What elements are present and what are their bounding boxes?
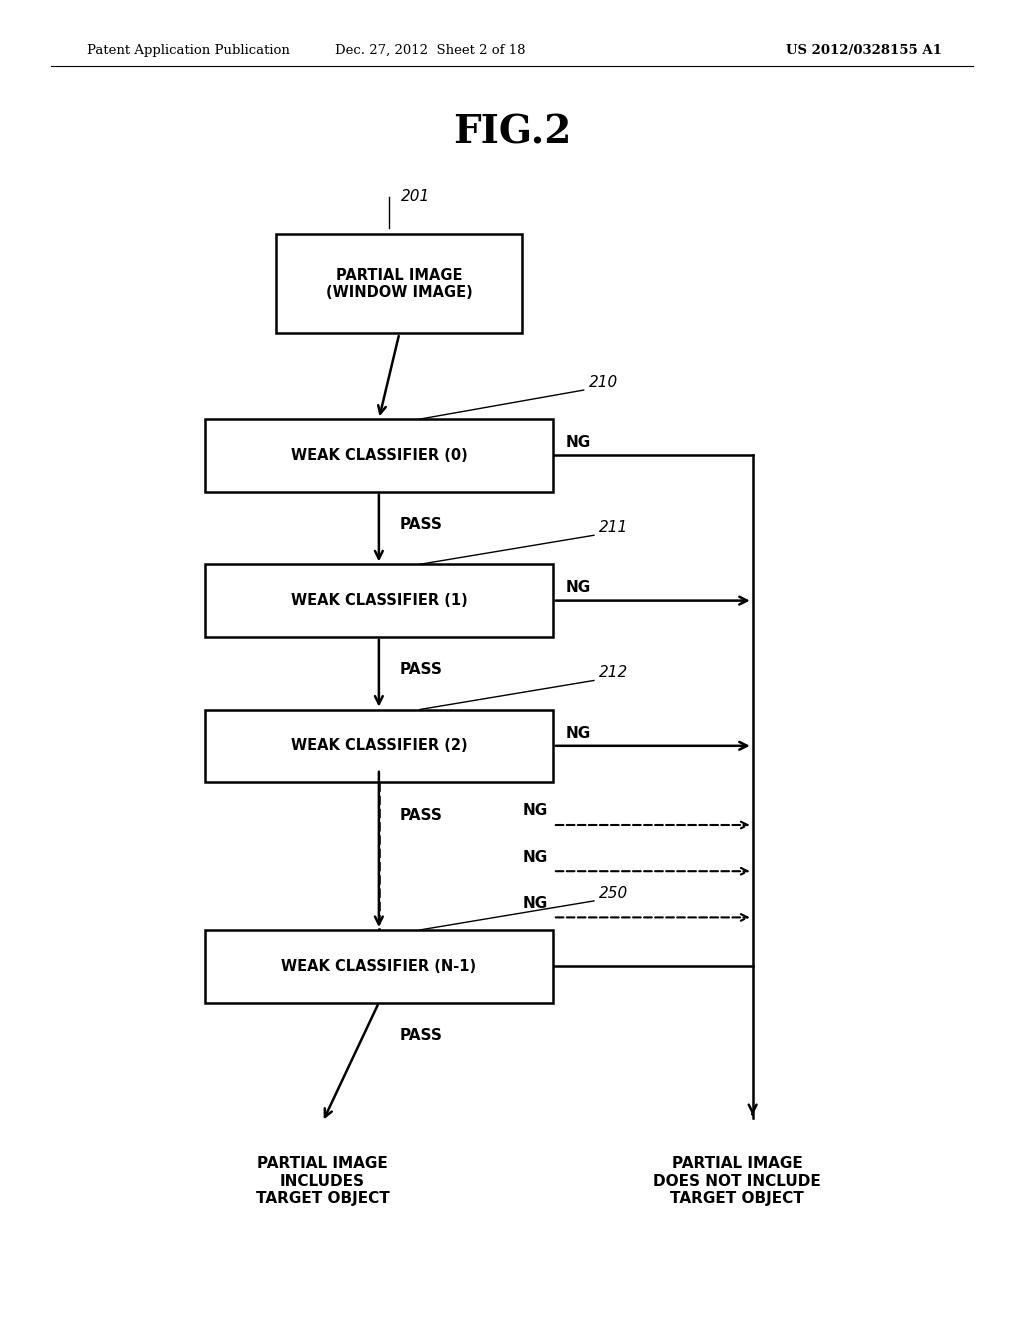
- Text: PARTIAL IMAGE
DOES NOT INCLUDE
TARGET OBJECT: PARTIAL IMAGE DOES NOT INCLUDE TARGET OB…: [653, 1156, 821, 1206]
- Text: PASS: PASS: [399, 663, 442, 677]
- Text: 211: 211: [599, 520, 629, 536]
- Text: PASS: PASS: [399, 517, 442, 532]
- Text: PARTIAL IMAGE
(WINDOW IMAGE): PARTIAL IMAGE (WINDOW IMAGE): [326, 268, 473, 300]
- Text: WEAK CLASSIFIER (0): WEAK CLASSIFIER (0): [291, 447, 467, 463]
- Text: Patent Application Publication: Patent Application Publication: [87, 44, 290, 57]
- Bar: [205, 418, 553, 491]
- Text: 201: 201: [401, 189, 431, 205]
- Text: NG: NG: [565, 436, 591, 450]
- Text: NG: NG: [522, 804, 548, 818]
- Text: 210: 210: [589, 375, 618, 391]
- Text: PASS: PASS: [399, 1028, 442, 1043]
- Bar: [276, 235, 522, 333]
- Text: US 2012/0328155 A1: US 2012/0328155 A1: [786, 44, 942, 57]
- Text: 250: 250: [599, 886, 629, 900]
- Text: NG: NG: [565, 726, 591, 741]
- Text: WEAK CLASSIFIER (1): WEAK CLASSIFIER (1): [291, 593, 467, 609]
- Bar: [205, 710, 553, 781]
- Bar: [205, 929, 553, 1003]
- Text: NG: NG: [522, 896, 548, 911]
- Text: FIG.2: FIG.2: [453, 114, 571, 150]
- Text: PARTIAL IMAGE
INCLUDES
TARGET OBJECT: PARTIAL IMAGE INCLUDES TARGET OBJECT: [256, 1156, 389, 1206]
- Text: Dec. 27, 2012  Sheet 2 of 18: Dec. 27, 2012 Sheet 2 of 18: [335, 44, 525, 57]
- Text: NG: NG: [522, 850, 548, 865]
- Text: WEAK CLASSIFIER (2): WEAK CLASSIFIER (2): [291, 738, 467, 754]
- Text: 212: 212: [599, 665, 629, 681]
- Text: WEAK CLASSIFIER (N-1): WEAK CLASSIFIER (N-1): [282, 958, 476, 974]
- Text: NG: NG: [565, 581, 591, 595]
- Bar: [205, 564, 553, 636]
- Text: PASS: PASS: [399, 808, 442, 822]
